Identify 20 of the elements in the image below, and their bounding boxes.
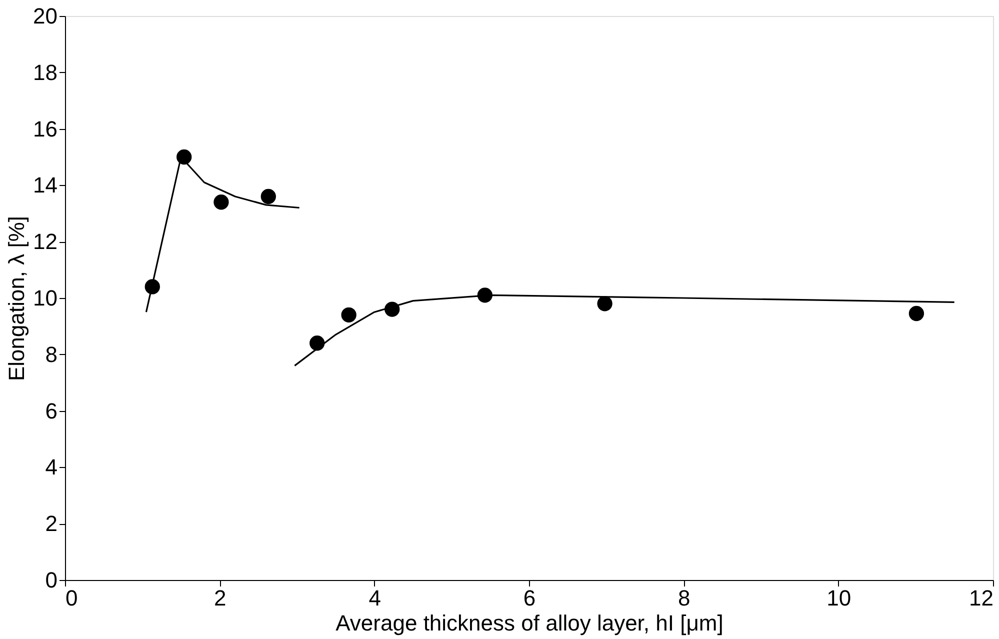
y-tick-label: 10: [33, 286, 58, 310]
y-axis-title: Elongation, λ [%]: [4, 216, 30, 382]
x-tick-label: 10: [826, 586, 852, 610]
x-tick-label: 0: [66, 586, 78, 610]
x-tick-label: 6: [523, 586, 536, 610]
x-tick-label: 4: [368, 586, 381, 610]
x-tick-label: 12: [969, 586, 994, 610]
y-tick-label: 2: [45, 511, 58, 536]
x-axis-title: Average thickness of alloy layer, hI [μm]: [336, 610, 724, 636]
y-tick-label: 12: [33, 229, 58, 254]
y-tick-label: 16: [33, 116, 58, 142]
y-tick-label: 14: [33, 172, 58, 198]
y-tick-label: 0: [45, 568, 58, 592]
x-tick-label: 8: [678, 586, 690, 610]
y-tick-label: 20: [33, 4, 58, 28]
y-tick-label: 6: [45, 398, 58, 424]
y-tick-label: 4: [45, 454, 58, 480]
y-tick-label: 8: [45, 342, 58, 367]
y-tick-label: 18: [33, 60, 58, 85]
x-tick-label: 2: [214, 586, 226, 610]
